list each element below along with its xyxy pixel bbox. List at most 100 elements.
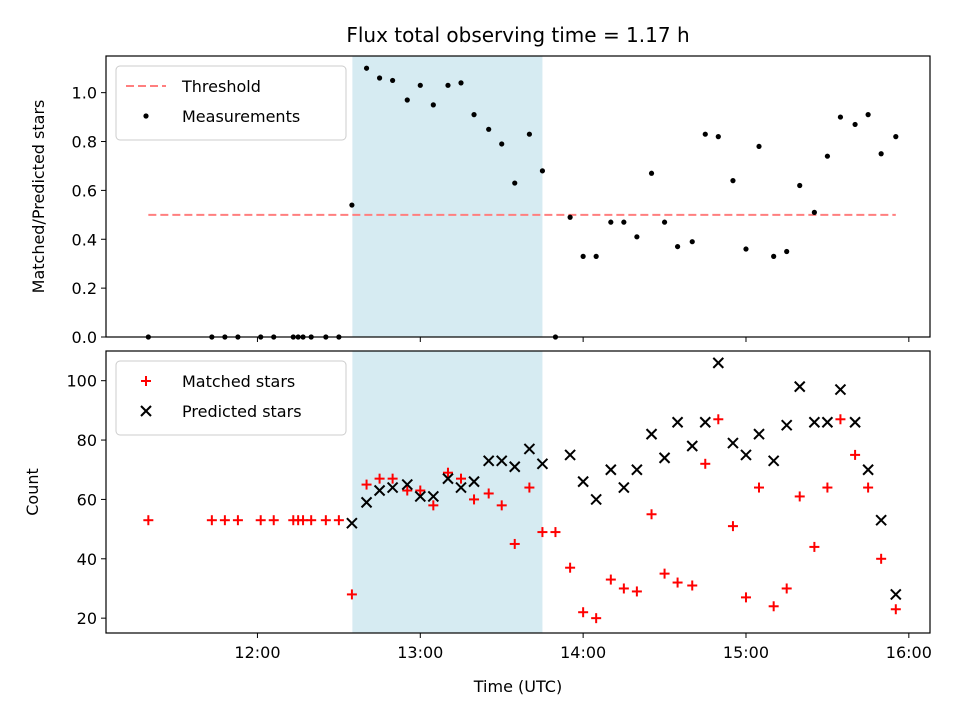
data-point-plus	[374, 473, 385, 484]
axes-frame	[105, 350, 931, 634]
data-point-plus	[659, 568, 670, 579]
y-tick-label: 0.8	[72, 133, 97, 152]
legend-swatch-dot	[143, 113, 149, 119]
data-point-plus	[333, 515, 344, 526]
data-point-plus	[822, 482, 833, 493]
data-point-plus	[402, 485, 413, 496]
data-point-dot	[743, 246, 749, 252]
data-point-plus	[456, 473, 467, 484]
data-point-dot	[471, 112, 477, 118]
data-point-dot	[715, 134, 721, 140]
y-tick-label: 0.0	[72, 328, 97, 347]
bottom-panel: 20 40 60 80 100 12:00 13:00 14:00 15:00 16:00 Coun…	[23, 350, 932, 662]
data-point-x	[849, 416, 861, 428]
data-point-plus	[754, 482, 765, 493]
data-point-plus	[850, 449, 861, 460]
data-point-dot	[865, 112, 871, 118]
data-point-x	[401, 478, 413, 491]
data-point-plus	[306, 515, 317, 526]
chart-title: Flux total observing time = 1.17 h	[346, 23, 689, 47]
data-point-dot	[349, 202, 355, 208]
data-point-x	[468, 475, 480, 488]
y-tick-label: 100	[66, 372, 97, 391]
data-point-plus	[428, 500, 439, 511]
data-point-dot	[824, 153, 831, 159]
legend: Matched stars Predicted stars	[115, 360, 347, 436]
data-point-x	[605, 464, 617, 476]
legend-label: Threshold	[181, 77, 261, 96]
data-point-plus	[687, 580, 698, 591]
data-point-dot	[837, 114, 844, 120]
data-point-plus	[483, 488, 494, 499]
data-point-dot	[430, 102, 436, 108]
data-point-dot	[608, 219, 614, 225]
data-point-dot	[445, 82, 451, 88]
data-point-x	[645, 428, 658, 440]
data-point-x	[618, 481, 630, 494]
shaded-interval	[352, 351, 543, 633]
legend-label: Measurements	[182, 107, 300, 126]
data-point-x	[442, 472, 454, 485]
data-point-dot	[674, 243, 681, 250]
data-point-plus	[578, 607, 589, 618]
data-point-plus	[876, 553, 887, 564]
data-point-x	[862, 464, 874, 476]
data-point-x	[727, 437, 739, 449]
data-point-dot	[661, 219, 668, 225]
axes-frame	[105, 55, 931, 338]
data-point-plus	[387, 473, 398, 484]
data-point-x	[794, 380, 806, 393]
data-point-dot	[580, 253, 586, 259]
data-point-x	[386, 481, 399, 494]
legend: Threshold Measurements	[115, 65, 347, 141]
data-point-plus	[740, 592, 751, 603]
data-point-dot	[512, 180, 518, 186]
data-point-x	[455, 481, 467, 494]
data-point-dot	[499, 141, 505, 147]
data-point-x	[427, 490, 440, 503]
x-tick-label: 14:00	[560, 643, 606, 662]
shaded-interval	[352, 56, 543, 337]
data-point-x	[631, 464, 643, 476]
data-point-dot	[539, 168, 546, 174]
data-point-dot	[567, 214, 573, 220]
data-point-plus	[206, 515, 217, 526]
data-point-dot	[593, 253, 599, 259]
data-point-x	[890, 588, 902, 601]
legend-label: Matched stars	[182, 372, 295, 391]
y-axis-label: Matched/Predicted stars	[29, 100, 48, 294]
data-point-dot	[363, 65, 370, 71]
data-point-dot	[784, 248, 790, 255]
y-tick-label: 20	[77, 609, 97, 628]
data-point-dot	[458, 80, 464, 86]
data-point-x	[373, 484, 386, 497]
data-point-plus	[809, 541, 820, 552]
data-point-x	[821, 416, 834, 428]
data-point-x	[523, 443, 536, 455]
data-point-x	[767, 455, 780, 467]
data-point-plus	[550, 527, 561, 538]
legend-swatch-x	[140, 405, 152, 417]
x-tick-label: 16:00	[886, 643, 932, 662]
data-point-x	[482, 455, 495, 467]
data-point-plus	[509, 538, 520, 549]
data-point-plus	[524, 482, 535, 493]
y-tick-label: 60	[77, 490, 97, 509]
data-point-dot	[730, 178, 736, 184]
x-tick-label: 12:00	[234, 643, 280, 662]
data-point-plus	[565, 562, 576, 573]
data-point-x	[577, 475, 589, 488]
data-point-plus	[537, 527, 548, 538]
data-point-dot	[526, 131, 532, 137]
data-point-plus	[255, 515, 266, 526]
data-point-plus	[700, 458, 711, 469]
data-point-x	[658, 452, 671, 464]
y-tick-label: 80	[77, 431, 97, 450]
data-point-x	[808, 416, 821, 428]
data-point-plus	[646, 509, 657, 520]
data-point-plus	[219, 515, 230, 526]
data-point-dot	[702, 131, 708, 137]
data-point-dot	[634, 234, 640, 240]
data-point-plus	[794, 491, 805, 502]
data-point-dot	[417, 82, 423, 88]
